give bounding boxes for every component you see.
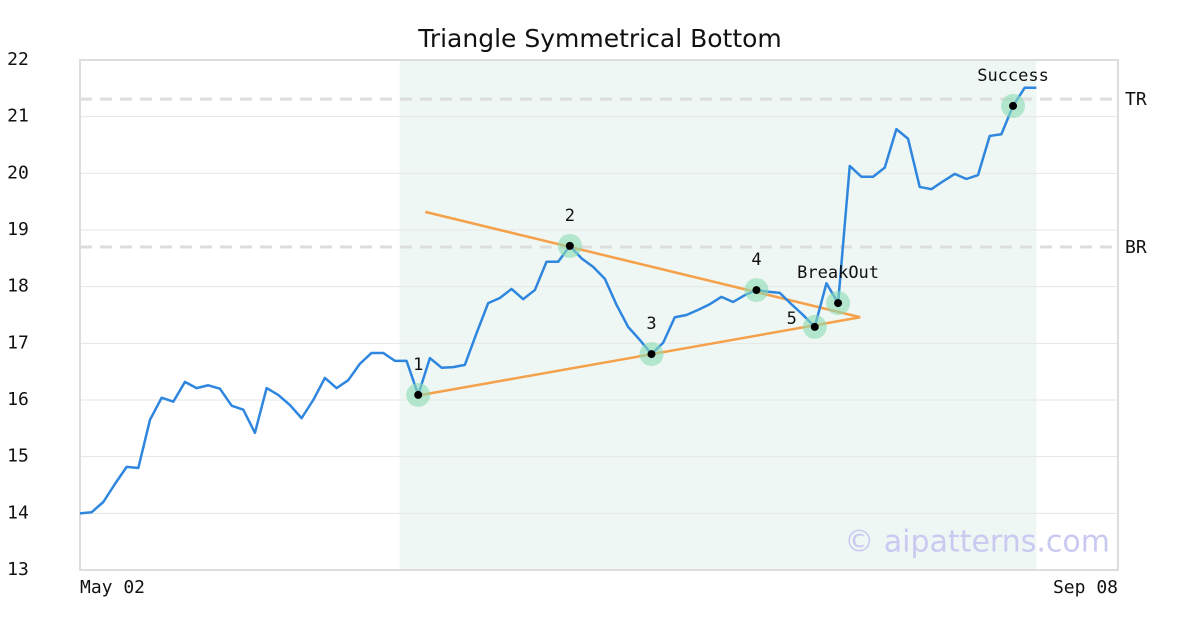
point-label: BreakOut	[797, 263, 879, 283]
x-tick-label: Sep 08	[1053, 577, 1118, 598]
point-label: 5	[787, 309, 797, 329]
point-label: 3	[646, 314, 656, 334]
point-dot	[647, 350, 656, 359]
y-tick-label: 18	[7, 276, 29, 297]
y-tick-label: 17	[7, 332, 29, 353]
point-label: 2	[565, 206, 575, 226]
point-label: Success	[977, 66, 1049, 86]
level-label: TR	[1125, 89, 1147, 110]
y-tick-label: 16	[7, 389, 29, 410]
point-dot	[565, 241, 574, 250]
y-tick-label: 21	[7, 106, 29, 127]
point-dot	[752, 286, 761, 295]
highlight-region	[399, 60, 1037, 570]
point-label: 4	[751, 250, 761, 270]
chart-title: Triangle Symmetrical Bottom	[417, 24, 782, 53]
y-tick-label: 20	[7, 162, 29, 183]
plot-border	[79, 59, 1119, 571]
point-dot	[834, 299, 843, 308]
x-tick-label: May 02	[80, 577, 145, 598]
y-tick-label: 22	[7, 49, 29, 70]
price-line	[79, 86, 1037, 515]
point-dot	[1009, 101, 1018, 110]
level-label: BR	[1125, 237, 1147, 258]
y-tick-label: 19	[7, 219, 29, 240]
point-label: 1	[413, 355, 423, 375]
point-dot	[414, 390, 423, 399]
point-dot	[810, 322, 819, 331]
y-tick-label: 14	[7, 502, 29, 523]
y-tick-label: 13	[7, 559, 29, 580]
y-tick-label: 15	[7, 446, 29, 467]
watermark: © aipatterns.com	[844, 525, 1110, 560]
